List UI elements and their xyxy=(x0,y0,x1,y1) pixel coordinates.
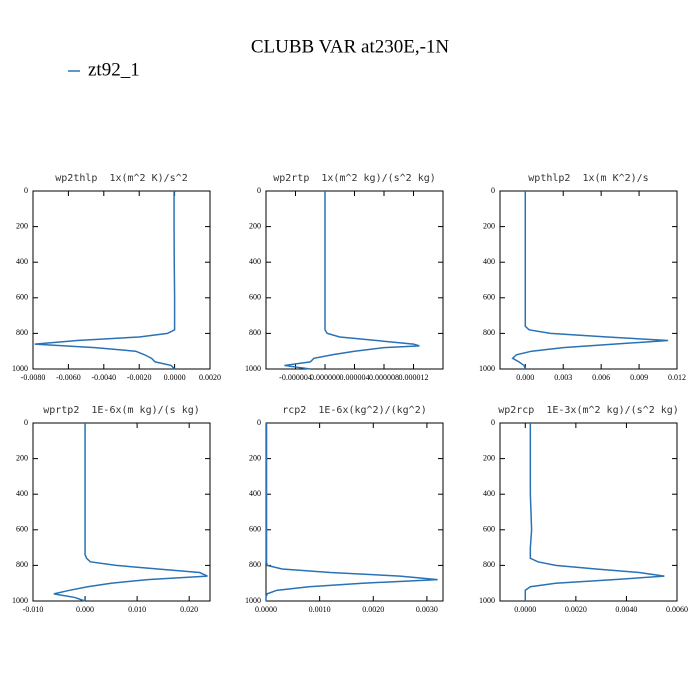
x-tick-label: 0.0000 xyxy=(164,373,186,382)
y-tick-label: 200 xyxy=(16,453,28,462)
y-tick-label: 0 xyxy=(257,418,261,427)
plot-frame xyxy=(32,422,211,602)
x-tick-label: -0.0020 xyxy=(127,373,152,382)
y-tick-label: 1000 xyxy=(479,364,495,373)
y-tick-label: 200 xyxy=(16,221,28,230)
y-tick-label: 600 xyxy=(16,293,28,302)
y-tick-label: 400 xyxy=(483,257,495,266)
y-tick-label: 0 xyxy=(491,418,495,427)
y-tick-label: 800 xyxy=(16,328,28,337)
y-tick-label: 600 xyxy=(483,525,495,534)
y-tick-label: 600 xyxy=(16,525,28,534)
x-tick-label: 0.006 xyxy=(592,373,610,382)
y-tick-label: 0 xyxy=(257,186,261,195)
data-line xyxy=(53,423,208,602)
panel-title: wp2rcp 1E-3x(m^2 kg)/(s^2 kg) xyxy=(498,405,679,416)
x-tick-label: 0.0020 xyxy=(362,605,384,614)
x-tick-label: -0.010 xyxy=(23,605,44,614)
y-tick-label: 200 xyxy=(483,453,495,462)
x-tick-label: 0.000 xyxy=(516,373,534,382)
x-tick-label: 0.000004 xyxy=(340,373,370,382)
x-tick-label: 0.0060 xyxy=(666,605,688,614)
y-tick-label: 600 xyxy=(249,525,261,534)
panel-title: wpthlp2 1x(m K^2)/s xyxy=(528,173,648,184)
y-tick-label: 1000 xyxy=(479,596,495,605)
x-tick-label: 0.0030 xyxy=(416,605,438,614)
data-line xyxy=(34,191,176,370)
y-tick-label: 600 xyxy=(249,293,261,302)
x-tick-label: 0.020 xyxy=(180,605,198,614)
data-line xyxy=(511,191,669,370)
panel-title: rcp2 1E-6x(kg^2)/(kg^2) xyxy=(282,405,427,416)
y-tick-label: 400 xyxy=(483,489,495,498)
x-tick-label: 0.0040 xyxy=(615,605,637,614)
y-tick-label: 800 xyxy=(249,328,261,337)
data-line xyxy=(524,423,665,601)
y-tick-label: 0 xyxy=(491,186,495,195)
page-title: CLUBB VAR at230E,-1N xyxy=(251,36,450,57)
y-tick-label: 400 xyxy=(249,489,261,498)
x-tick-label: 0.0000 xyxy=(514,605,536,614)
legend-label: zt92_1 xyxy=(88,59,140,80)
y-tick-label: 800 xyxy=(483,328,495,337)
data-line xyxy=(265,423,438,601)
x-tick-label: 0.0020 xyxy=(565,605,587,614)
x-tick-label: 0.000012 xyxy=(399,373,429,382)
y-tick-label: 1000 xyxy=(12,364,28,373)
x-tick-label: -0.0040 xyxy=(91,373,116,382)
y-tick-label: 0 xyxy=(24,418,28,427)
y-tick-label: 400 xyxy=(16,257,28,266)
x-tick-label: 0.0000 xyxy=(255,605,277,614)
x-tick-label: -0.000004 xyxy=(279,373,312,382)
x-tick-label: -0.0080 xyxy=(21,373,46,382)
plot-frame xyxy=(499,422,678,602)
x-tick-label: 0.003 xyxy=(554,373,572,382)
x-tick-label: 0.000000 xyxy=(310,373,340,382)
y-tick-label: 1000 xyxy=(245,364,261,373)
y-tick-label: 400 xyxy=(249,257,261,266)
x-tick-label: 0.000 xyxy=(76,605,94,614)
y-tick-label: 200 xyxy=(483,221,495,230)
x-tick-label: 0.0020 xyxy=(199,373,221,382)
y-tick-label: 1000 xyxy=(245,596,261,605)
panel-title: wprtp2 1E-6x(m kg)/(s kg) xyxy=(43,405,200,416)
x-tick-label: -0.0060 xyxy=(56,373,81,382)
y-tick-label: 0 xyxy=(24,186,28,195)
x-tick-label: 0.0010 xyxy=(309,605,331,614)
y-tick-label: 200 xyxy=(249,221,261,230)
panel-title: wp2thlp 1x(m^2 K)/s^2 xyxy=(55,173,187,184)
plot-frame xyxy=(32,190,211,370)
y-tick-label: 600 xyxy=(483,293,495,302)
y-tick-label: 800 xyxy=(249,560,261,569)
y-tick-label: 800 xyxy=(483,560,495,569)
panel-title: wp2rtp 1x(m^2 kg)/(s^2 kg) xyxy=(273,173,436,184)
y-tick-label: 800 xyxy=(16,560,28,569)
x-tick-label: 0.000008 xyxy=(369,373,399,382)
y-tick-label: 1000 xyxy=(12,596,28,605)
plot-frame xyxy=(265,190,444,370)
x-tick-label: 0.010 xyxy=(128,605,146,614)
x-tick-label: 0.009 xyxy=(630,373,648,382)
y-tick-label: 400 xyxy=(16,489,28,498)
y-tick-label: 200 xyxy=(249,453,261,462)
data-line xyxy=(284,191,420,370)
x-tick-label: 0.012 xyxy=(668,373,686,382)
plot-frame xyxy=(499,190,678,370)
